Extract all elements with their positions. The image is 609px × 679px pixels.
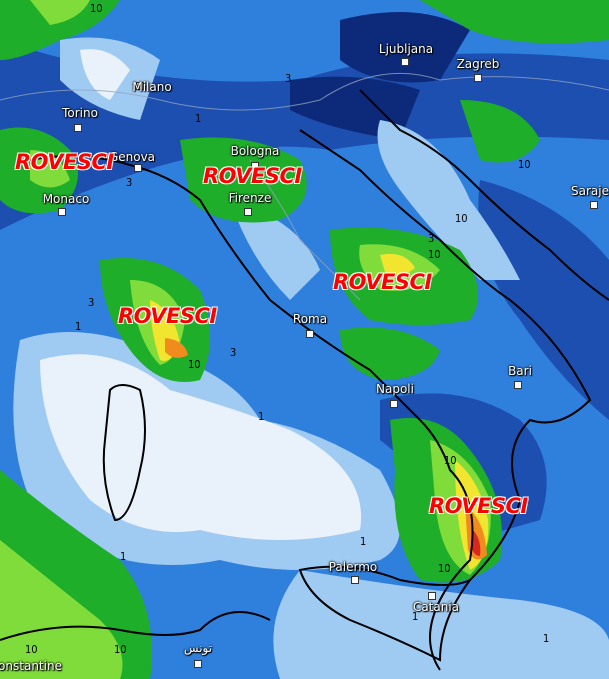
contour-label: 3 xyxy=(428,232,435,245)
city-label-monaco: Monaco xyxy=(42,192,90,206)
contour-label: 10 xyxy=(114,643,127,656)
city-label-napoli: Napoli xyxy=(376,382,414,396)
rovesci-annotation: ROVESCI xyxy=(333,270,432,294)
city-marker xyxy=(244,208,252,216)
city-label-firenze: Firenze xyxy=(228,191,272,205)
city-marker xyxy=(514,381,522,389)
contour-label: 1 xyxy=(360,535,367,548)
city-label-catania: Catania xyxy=(412,600,460,614)
city-label-ljubljana: Ljubljana xyxy=(378,42,434,56)
city-marker xyxy=(390,400,398,408)
contour-label: 1 xyxy=(75,320,82,333)
contour-label: 3 xyxy=(285,72,292,85)
city-marker xyxy=(306,330,314,338)
city-label-milano: Milano xyxy=(132,80,172,94)
contour-label: 10 xyxy=(25,643,38,656)
contour-label: 3 xyxy=(88,296,95,309)
city-label-zagreb: Zagreb xyxy=(456,57,500,71)
city-marker xyxy=(136,82,144,90)
city-label-bologna: Bologna xyxy=(230,144,280,158)
contour-label: 10 xyxy=(428,248,441,261)
city-marker xyxy=(351,576,359,584)
city-marker xyxy=(58,208,66,216)
rovesci-annotation: ROVESCI xyxy=(118,304,217,328)
rovesci-annotation: ROVESCI xyxy=(203,164,302,188)
contour-label: 1 xyxy=(258,410,265,423)
contour-label: 1 xyxy=(195,112,202,125)
city-label-torino: Torino xyxy=(62,106,98,120)
city-marker xyxy=(590,201,598,209)
contour-label: 10 xyxy=(438,562,451,575)
city-marker xyxy=(74,124,82,132)
rovesci-annotation: ROVESCI xyxy=(15,150,114,174)
contour-label: 1 xyxy=(412,610,419,623)
contour-label: 10 xyxy=(90,2,103,15)
contour-label: 10 xyxy=(455,212,468,225)
contour-label: 10 xyxy=(188,358,201,371)
city-marker xyxy=(474,74,482,82)
city-label-genova: Genova xyxy=(108,150,156,164)
city-label-palermo: Palermo xyxy=(328,560,378,574)
city-label-sarajevo: Saraje xyxy=(571,184,609,198)
contour-label: 1 xyxy=(120,550,127,563)
city-marker xyxy=(194,660,202,668)
contour-label: 10 xyxy=(444,454,457,467)
city-marker xyxy=(251,162,259,170)
rovesci-annotation: ROVESCI xyxy=(429,494,528,518)
city-label-tunis: تونس xyxy=(183,641,213,655)
city-label-bari: Bari xyxy=(508,364,532,378)
city-marker xyxy=(134,164,142,172)
contour-label: 3 xyxy=(126,176,133,189)
contour-label: 3 xyxy=(230,346,237,359)
city-label-roma: Roma xyxy=(292,312,328,326)
city-marker xyxy=(401,58,409,66)
contour-label: 10 xyxy=(518,158,531,171)
city-label-constantine: onstantine xyxy=(0,659,62,673)
city-marker xyxy=(428,592,436,600)
contour-label: 1 xyxy=(543,632,550,645)
